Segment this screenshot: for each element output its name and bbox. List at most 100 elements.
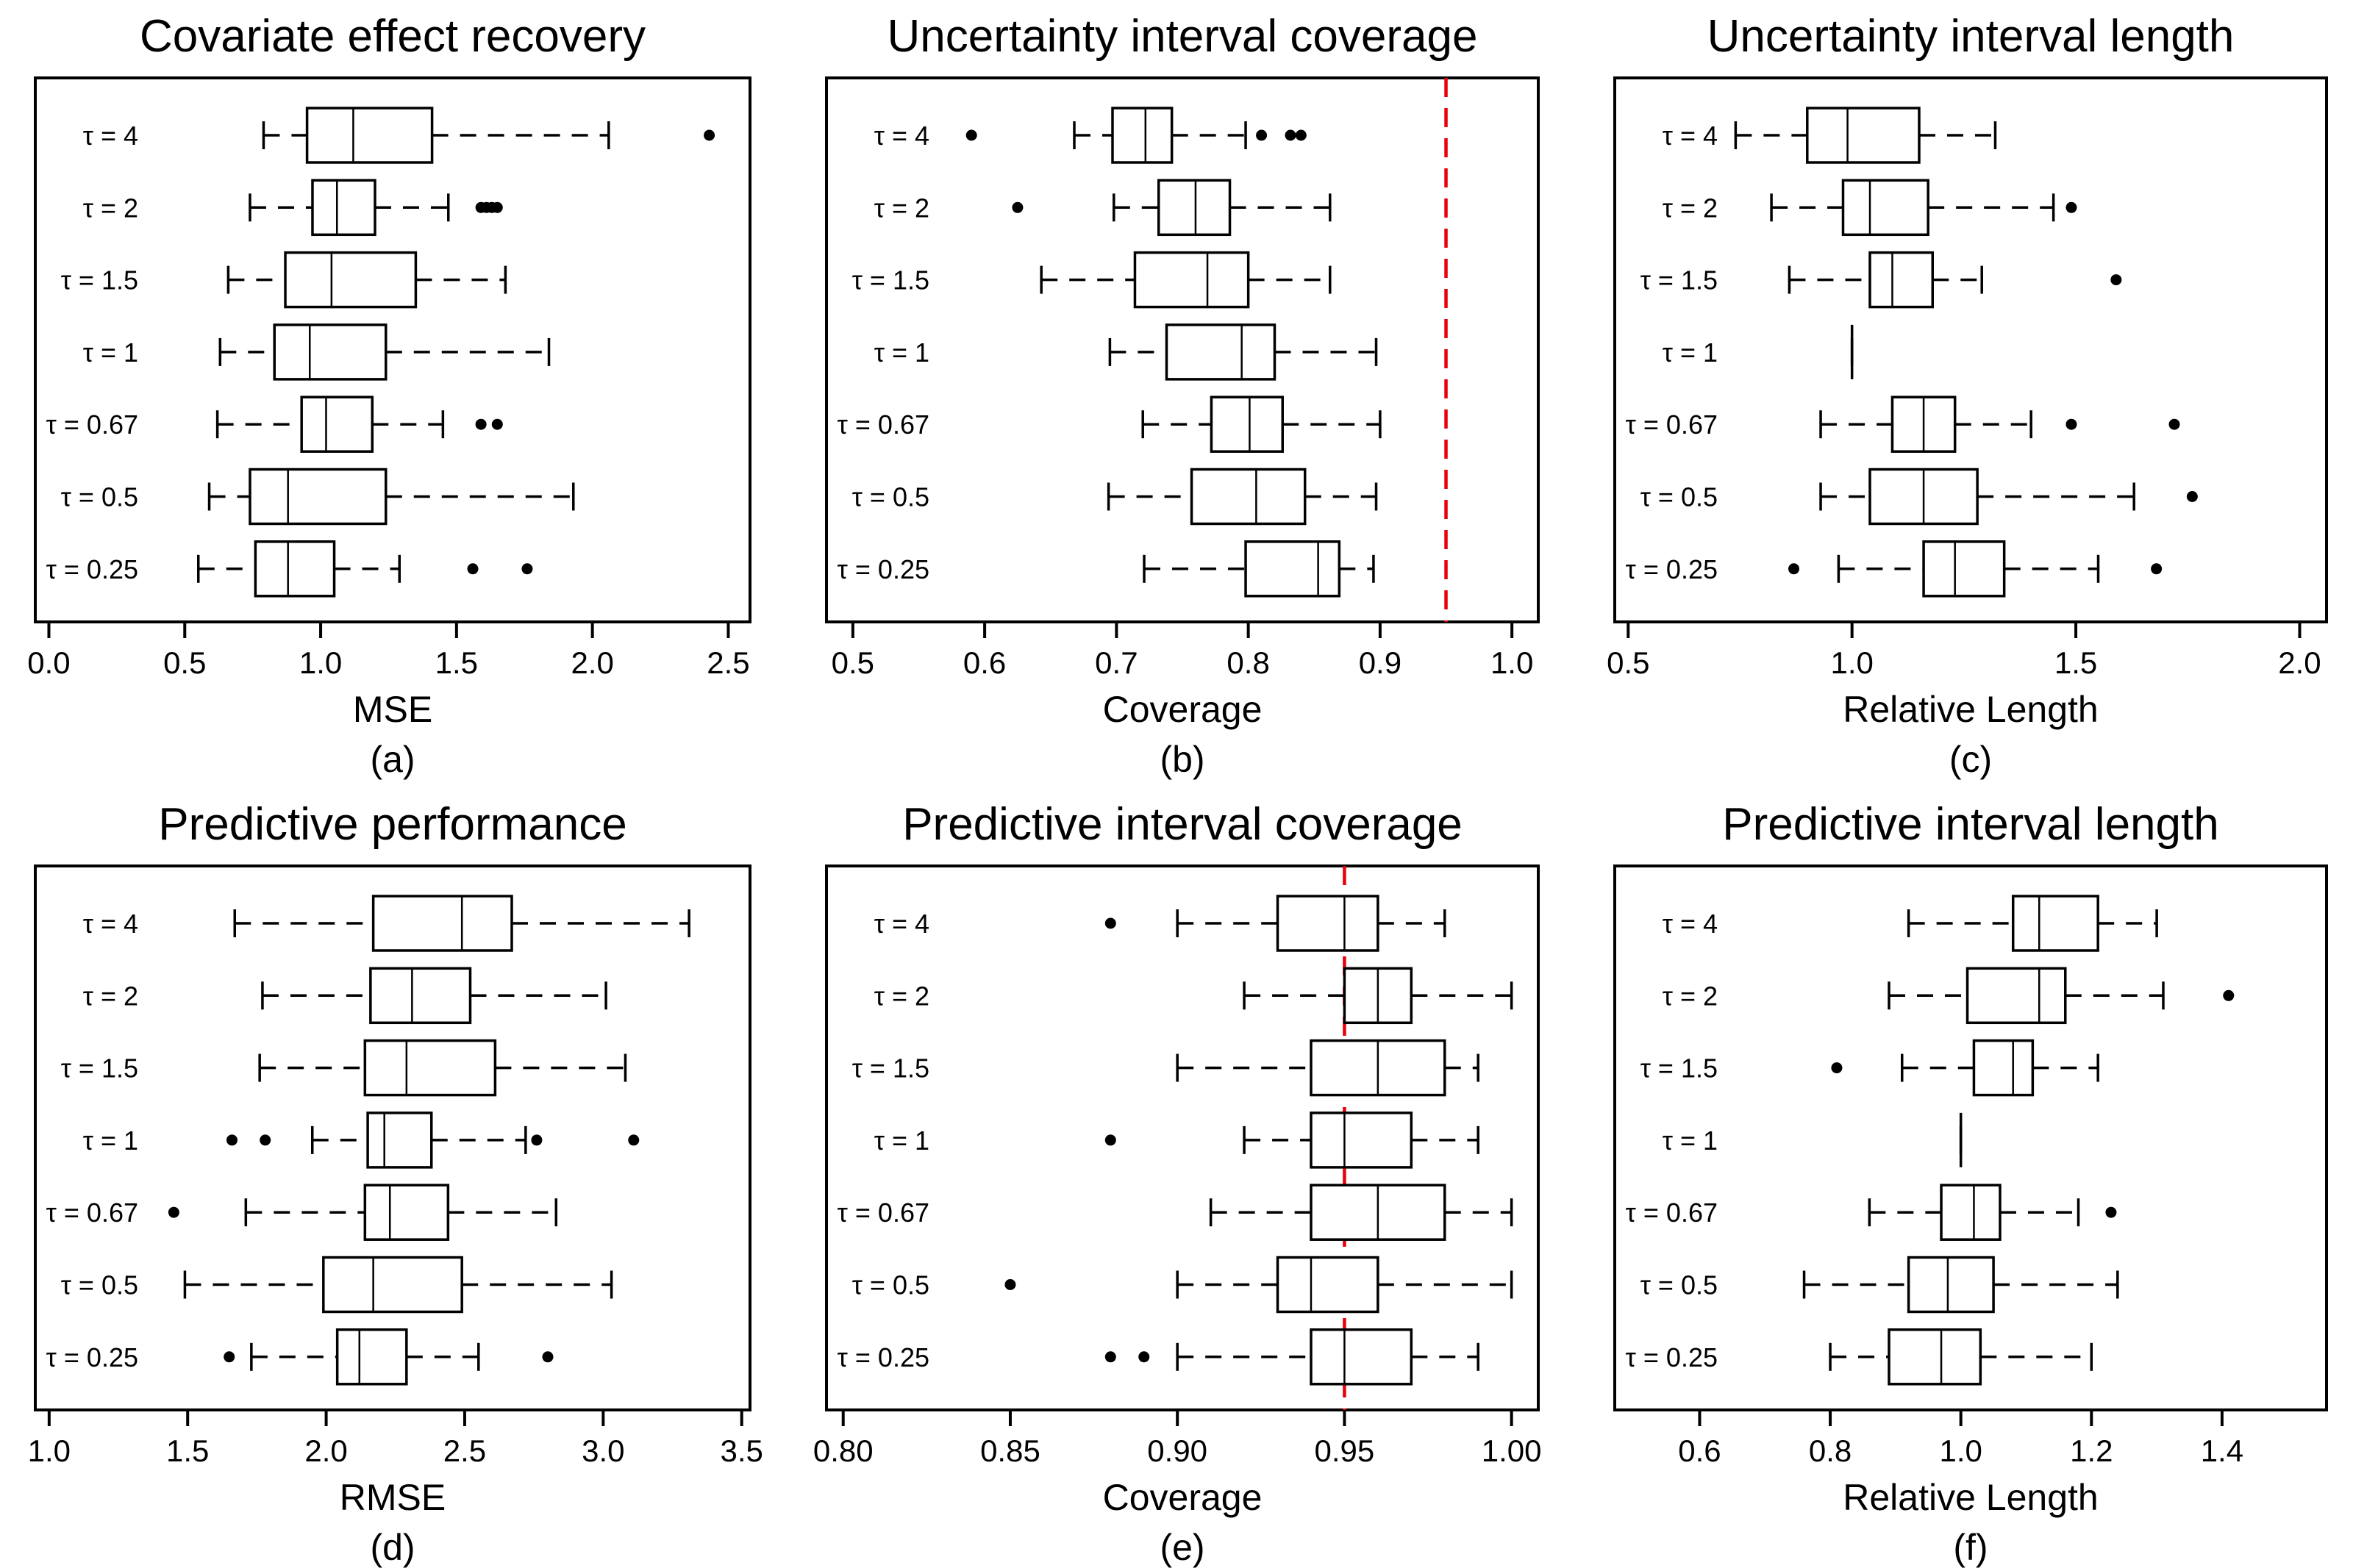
outlier-point	[1285, 129, 1296, 141]
x-tick-label: 3.0	[582, 1433, 624, 1468]
outlier-point	[521, 563, 533, 575]
category-label: τ = 0.25	[46, 1342, 138, 1372]
box-row: τ = 1.5	[61, 1039, 627, 1097]
outlier-point	[467, 563, 479, 575]
outlier-point	[475, 418, 487, 430]
box-row: τ = 0.5	[1640, 468, 2198, 526]
x-axis-label: RMSE	[340, 1477, 446, 1518]
box-row: τ = 0.25	[838, 1328, 1479, 1386]
x-tick-label: 2.5	[443, 1433, 486, 1468]
box-row: τ = 4	[1663, 107, 1997, 164]
panel-label: (e)	[1160, 1527, 1204, 1568]
x-tick-label: 0.90	[1147, 1433, 1207, 1468]
plot-frame	[825, 76, 1540, 623]
x-axis-label: Relative Length	[1843, 689, 2098, 730]
box-row: τ = 4	[83, 107, 715, 164]
x-axis-label: Coverage	[1103, 1477, 1263, 1518]
box-row: τ = 4	[83, 895, 690, 952]
plot-frame	[34, 864, 751, 1411]
iqr-box	[1190, 468, 1307, 526]
category-label: τ = 1.5	[1640, 265, 1718, 296]
x-tick-label: 0.9	[1359, 645, 1402, 680]
outlier-point	[704, 129, 715, 141]
iqr-box	[1972, 1039, 2035, 1097]
iqr-box	[1276, 895, 1379, 952]
outlier-point	[260, 1134, 271, 1146]
iqr-box	[311, 179, 376, 237]
iqr-box	[1907, 1256, 1995, 1314]
x-tick-label: 0.6	[963, 645, 1006, 680]
box-row: τ = 1	[874, 1111, 1479, 1169]
outlier-point	[491, 418, 503, 430]
iqr-box	[1841, 179, 1929, 237]
panel-label: (d)	[370, 1527, 415, 1568]
outlier-point	[1104, 917, 1116, 929]
category-label: τ = 2	[1663, 193, 1718, 223]
category-label: τ = 1.5	[852, 1053, 929, 1084]
chart-panel: Uncertainty interval length τ = 4 τ = 2 τ =…	[1607, 11, 2328, 780]
outlier-point	[2110, 274, 2122, 286]
category-label: τ = 1	[83, 337, 138, 368]
iqr-box	[273, 323, 388, 381]
iqr-box	[1310, 1328, 1413, 1386]
category-label: τ = 0.25	[1626, 1342, 1718, 1372]
box-row: τ = 2	[83, 967, 607, 1025]
iqr-box	[335, 1328, 408, 1386]
x-tick-label: 2.0	[571, 645, 613, 680]
category-label: τ = 0.25	[1626, 554, 1718, 584]
plot-frame	[34, 76, 751, 623]
box-row: τ = 1	[1663, 1112, 1963, 1167]
iqr-box	[1165, 323, 1277, 381]
box-row: τ = 0.5	[852, 1256, 1513, 1314]
panel-label: (f)	[1953, 1527, 1988, 1568]
outlier-point	[1138, 1351, 1150, 1363]
iqr-box	[1133, 251, 1250, 309]
x-tick-label: 1.2	[2070, 1433, 2113, 1468]
outlier-point	[224, 1351, 235, 1363]
category-label: τ = 0.5	[1640, 1270, 1718, 1300]
category-label: τ = 2	[1663, 981, 1718, 1011]
category-label: τ = 0.67	[838, 409, 929, 440]
box-row: τ = 2	[1663, 967, 2235, 1025]
outlier-point	[226, 1134, 238, 1146]
x-tick-label: 2.5	[707, 645, 749, 680]
outlier-point	[1788, 563, 1800, 575]
x-tick-label: 2.0	[304, 1433, 347, 1468]
category-label: τ = 4	[1663, 909, 1718, 939]
iqr-box	[284, 251, 418, 309]
category-label: τ = 2	[83, 193, 138, 223]
category-label: τ = 1	[1663, 1125, 1718, 1156]
x-tick-label: 0.5	[163, 645, 206, 680]
category-label: τ = 0.5	[1640, 482, 1718, 512]
chart-panel: Predictive performance τ = 4 τ = 2 τ = 1.5 τ…	[28, 799, 763, 1568]
outlier-point	[2186, 491, 2198, 502]
outlier-point	[1004, 1279, 1016, 1290]
iqr-box	[254, 540, 336, 598]
box-row: τ = 0.25	[1626, 540, 2163, 598]
iqr-box	[1965, 967, 2067, 1025]
chart-panel: Predictive interval coverage τ = 4 τ = 2 τ …	[813, 799, 1542, 1568]
x-tick-label: 0.95	[1315, 1433, 1375, 1468]
outlier-point	[1104, 1351, 1116, 1363]
box-row: τ = 1	[83, 1111, 640, 1169]
panel-title: Predictive interval length	[1722, 799, 2218, 850]
category-label: τ = 1	[874, 337, 929, 368]
box-row: τ = 0.67	[838, 1184, 1513, 1241]
iqr-box	[369, 967, 472, 1025]
iqr-box	[363, 1039, 497, 1097]
box-row: τ = 0.5	[61, 468, 575, 526]
x-axis-label: MSE	[353, 689, 432, 730]
iqr-box	[363, 1184, 450, 1241]
box-row: τ = 1.5	[852, 251, 1332, 309]
category-label: τ = 0.5	[61, 1270, 138, 1300]
plot-frame	[825, 864, 1540, 1411]
outlier-point	[531, 1134, 543, 1146]
panel-label: (a)	[370, 739, 415, 780]
panel-title: Uncertainty interval length	[1707, 11, 2235, 62]
iqr-box	[1111, 107, 1174, 164]
category-label: τ = 0.5	[852, 482, 929, 512]
box-row: τ = 0.5	[61, 1256, 613, 1314]
box-row: τ = 0.25	[46, 540, 533, 598]
outlier-point	[1256, 129, 1268, 141]
x-tick-label: 1.5	[2054, 645, 2097, 680]
